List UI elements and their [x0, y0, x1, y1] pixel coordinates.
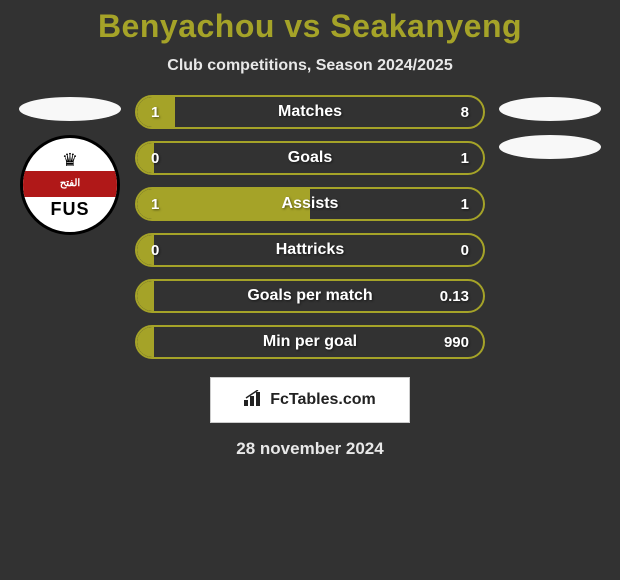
player-placeholder-left [19, 97, 121, 121]
stat-row: 0Goals1 [135, 141, 485, 175]
content-area: ♛ الفتح FUS 1Matches80Goals11Assists10Ha… [0, 95, 620, 359]
crown-icon: ♛ [62, 151, 78, 169]
page-title: Benyachou vs Seakanyeng [0, 8, 620, 45]
club-placeholder-right [499, 135, 601, 159]
right-column [497, 95, 603, 159]
date-text: 28 november 2024 [0, 439, 620, 459]
club-badge-fus: ♛ الفتح FUS [20, 135, 120, 235]
stat-row: 1Matches8 [135, 95, 485, 129]
stat-row: Min per goal990 [135, 325, 485, 359]
stat-label: Hattricks [137, 241, 483, 259]
badge-band: الفتح [20, 171, 120, 197]
stat-row: Goals per match0.13 [135, 279, 485, 313]
stats-column: 1Matches80Goals11Assists10Hattricks0Goal… [135, 95, 485, 359]
source-badge: FcTables.com [210, 377, 410, 423]
left-column: ♛ الفتح FUS [17, 95, 123, 235]
subtitle: Club competitions, Season 2024/2025 [0, 57, 620, 75]
chart-icon [244, 390, 264, 411]
stat-label: Matches [137, 103, 483, 121]
stat-label: Min per goal [137, 333, 483, 351]
stat-value-right: 990 [444, 334, 469, 351]
stat-value-right: 1 [461, 196, 469, 213]
stat-value-right: 0 [461, 242, 469, 259]
comparison-card: Benyachou vs Seakanyeng Club competition… [0, 0, 620, 459]
badge-acronym: FUS [51, 199, 90, 220]
stat-row: 0Hattricks0 [135, 233, 485, 267]
stat-label: Assists [137, 195, 483, 213]
stat-row: 1Assists1 [135, 187, 485, 221]
player-placeholder-right [499, 97, 601, 121]
stat-value-right: 1 [461, 150, 469, 167]
stat-label: Goals [137, 149, 483, 167]
source-label: FcTables.com [270, 391, 376, 409]
stat-value-right: 8 [461, 104, 469, 121]
stat-label: Goals per match [137, 287, 483, 305]
stat-value-right: 0.13 [440, 288, 469, 305]
